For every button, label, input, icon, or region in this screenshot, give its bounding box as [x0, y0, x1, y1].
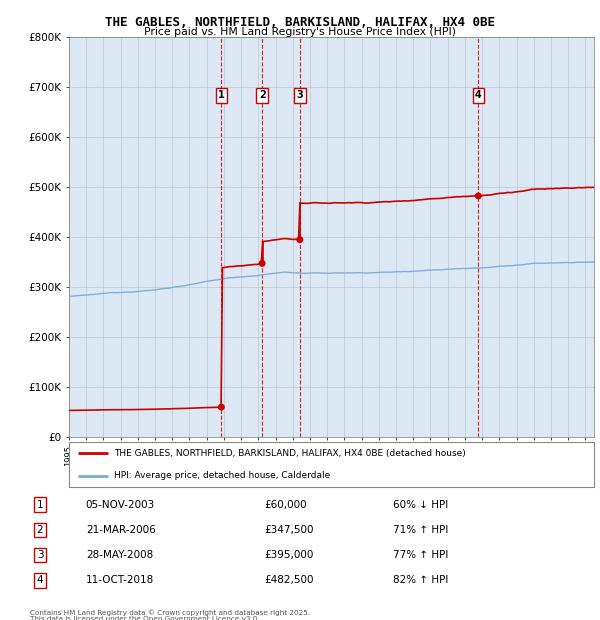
Text: 2: 2 [37, 525, 43, 535]
Text: 4: 4 [37, 575, 43, 585]
Point [217, 402, 226, 412]
Text: HPI: Average price, detached house, Calderdale: HPI: Average price, detached house, Cald… [113, 471, 330, 480]
FancyBboxPatch shape [69, 442, 594, 487]
Text: 4: 4 [475, 90, 482, 100]
Text: Contains HM Land Registry data © Crown copyright and database right 2025.: Contains HM Land Registry data © Crown c… [30, 609, 310, 616]
Text: 11-OCT-2018: 11-OCT-2018 [86, 575, 154, 585]
Text: 77% ↑ HPI: 77% ↑ HPI [392, 550, 448, 560]
Point [295, 235, 305, 245]
Text: 82% ↑ HPI: 82% ↑ HPI [392, 575, 448, 585]
Text: THE GABLES, NORTHFIELD, BARKISLAND, HALIFAX, HX4 0BE: THE GABLES, NORTHFIELD, BARKISLAND, HALI… [105, 16, 495, 29]
Text: 2: 2 [259, 90, 266, 100]
Text: Price paid vs. HM Land Registry's House Price Index (HPI): Price paid vs. HM Land Registry's House … [144, 27, 456, 37]
Text: 3: 3 [296, 90, 303, 100]
Text: 3: 3 [37, 550, 43, 560]
Text: 21-MAR-2006: 21-MAR-2006 [86, 525, 155, 535]
Text: £482,500: £482,500 [265, 575, 314, 585]
Text: 71% ↑ HPI: 71% ↑ HPI [392, 525, 448, 535]
Text: THE GABLES, NORTHFIELD, BARKISLAND, HALIFAX, HX4 0BE (detached house): THE GABLES, NORTHFIELD, BARKISLAND, HALI… [113, 449, 466, 458]
Point [473, 191, 483, 201]
Text: 1: 1 [218, 90, 225, 100]
Text: 60% ↓ HPI: 60% ↓ HPI [392, 500, 448, 510]
Text: £60,000: £60,000 [265, 500, 307, 510]
Text: This data is licensed under the Open Government Licence v3.0.: This data is licensed under the Open Gov… [30, 616, 260, 620]
Point [257, 259, 267, 268]
Text: £395,000: £395,000 [265, 550, 314, 560]
Text: 1: 1 [37, 500, 43, 510]
Text: 28-MAY-2008: 28-MAY-2008 [86, 550, 153, 560]
Text: 05-NOV-2003: 05-NOV-2003 [86, 500, 155, 510]
Text: £347,500: £347,500 [265, 525, 314, 535]
